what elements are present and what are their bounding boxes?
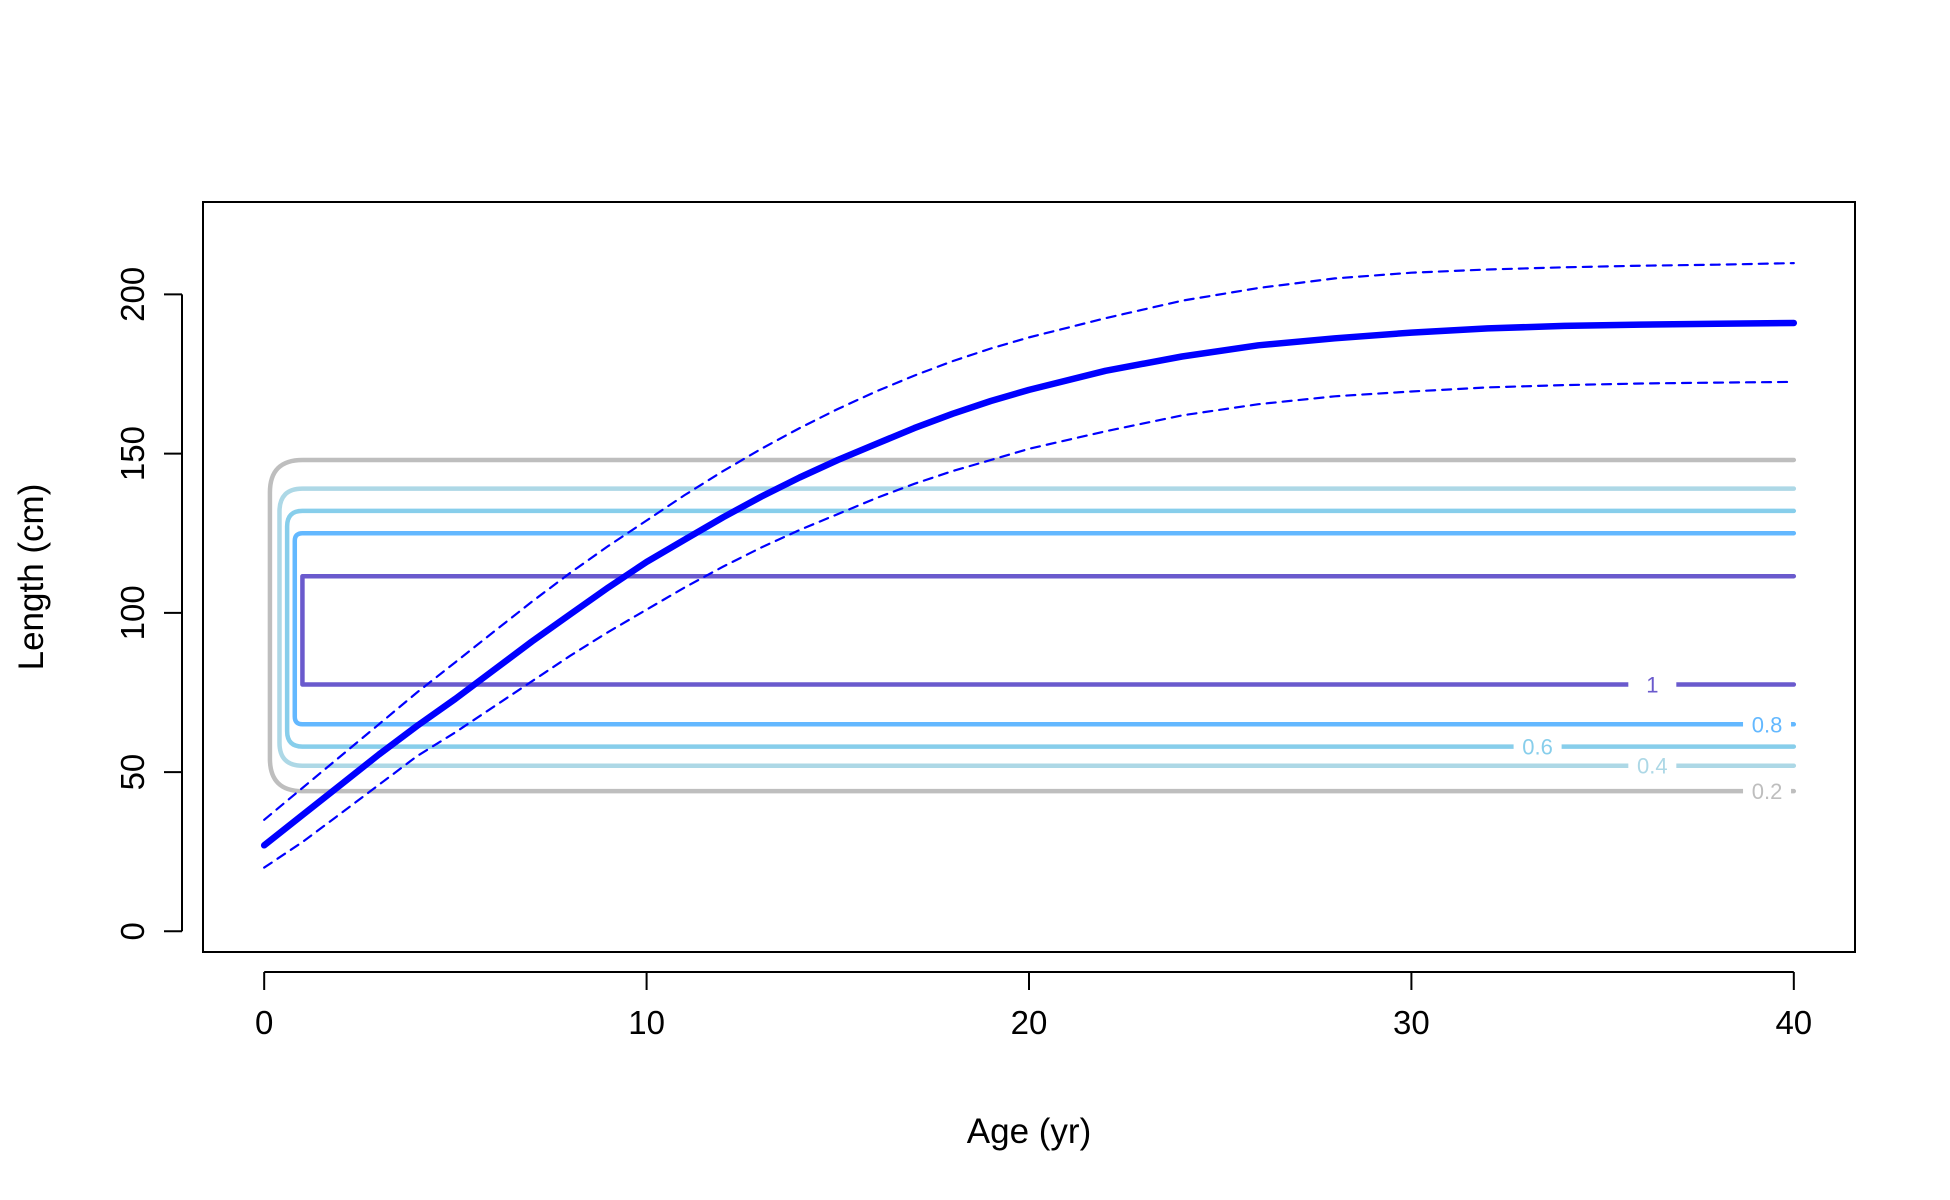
upper-bound-line bbox=[263, 262, 1795, 821]
contour-line-1 bbox=[300, 573, 1797, 687]
series-layer bbox=[260, 262, 1798, 869]
lower-bound-line bbox=[263, 380, 1795, 869]
x-tick-label: 30 bbox=[1393, 1004, 1430, 1041]
y-tick-label: 200 bbox=[114, 267, 151, 322]
mean-growth-line bbox=[260, 319, 1798, 849]
contour-line-0.2 bbox=[267, 457, 1797, 794]
contour-layer: 0.2 0.4 0.6 0.8 1 bbox=[267, 457, 1797, 806]
contour-label-gap bbox=[1513, 732, 1562, 761]
y-axis-title: Length (cm) bbox=[12, 484, 51, 671]
contour-label-gap bbox=[1743, 710, 1792, 739]
contour-label-gap bbox=[1743, 777, 1792, 806]
contour-label: 0.2 bbox=[1752, 779, 1783, 804]
contour-label-gap bbox=[1628, 670, 1677, 699]
y-axis: 0 50 100 150 200 bbox=[114, 267, 183, 940]
x-axis-title: Age (yr) bbox=[967, 1112, 1091, 1151]
x-tick-label: 10 bbox=[628, 1004, 665, 1041]
y-tick-label: 100 bbox=[114, 585, 151, 640]
contour-label: 1 bbox=[1646, 672, 1658, 697]
y-tick-label: 50 bbox=[114, 754, 151, 791]
x-tick-label: 0 bbox=[255, 1004, 273, 1041]
contour-label: 0.8 bbox=[1752, 712, 1783, 737]
contour-label: 0.4 bbox=[1637, 754, 1668, 779]
x-tick-label: 40 bbox=[1775, 1004, 1812, 1041]
contour-line-0.8 bbox=[292, 530, 1797, 727]
contour-label-gap bbox=[1628, 751, 1677, 780]
plot-frame bbox=[202, 201, 1856, 953]
contour-line-0.4 bbox=[277, 486, 1797, 768]
x-axis: 0 10 20 30 40 bbox=[255, 971, 1812, 1041]
contour-line-0.6 bbox=[284, 508, 1797, 749]
x-tick-label: 20 bbox=[1011, 1004, 1048, 1041]
contour-label: 0.6 bbox=[1522, 735, 1553, 760]
y-tick-label: 150 bbox=[114, 426, 151, 481]
y-tick-label: 0 bbox=[114, 922, 151, 940]
